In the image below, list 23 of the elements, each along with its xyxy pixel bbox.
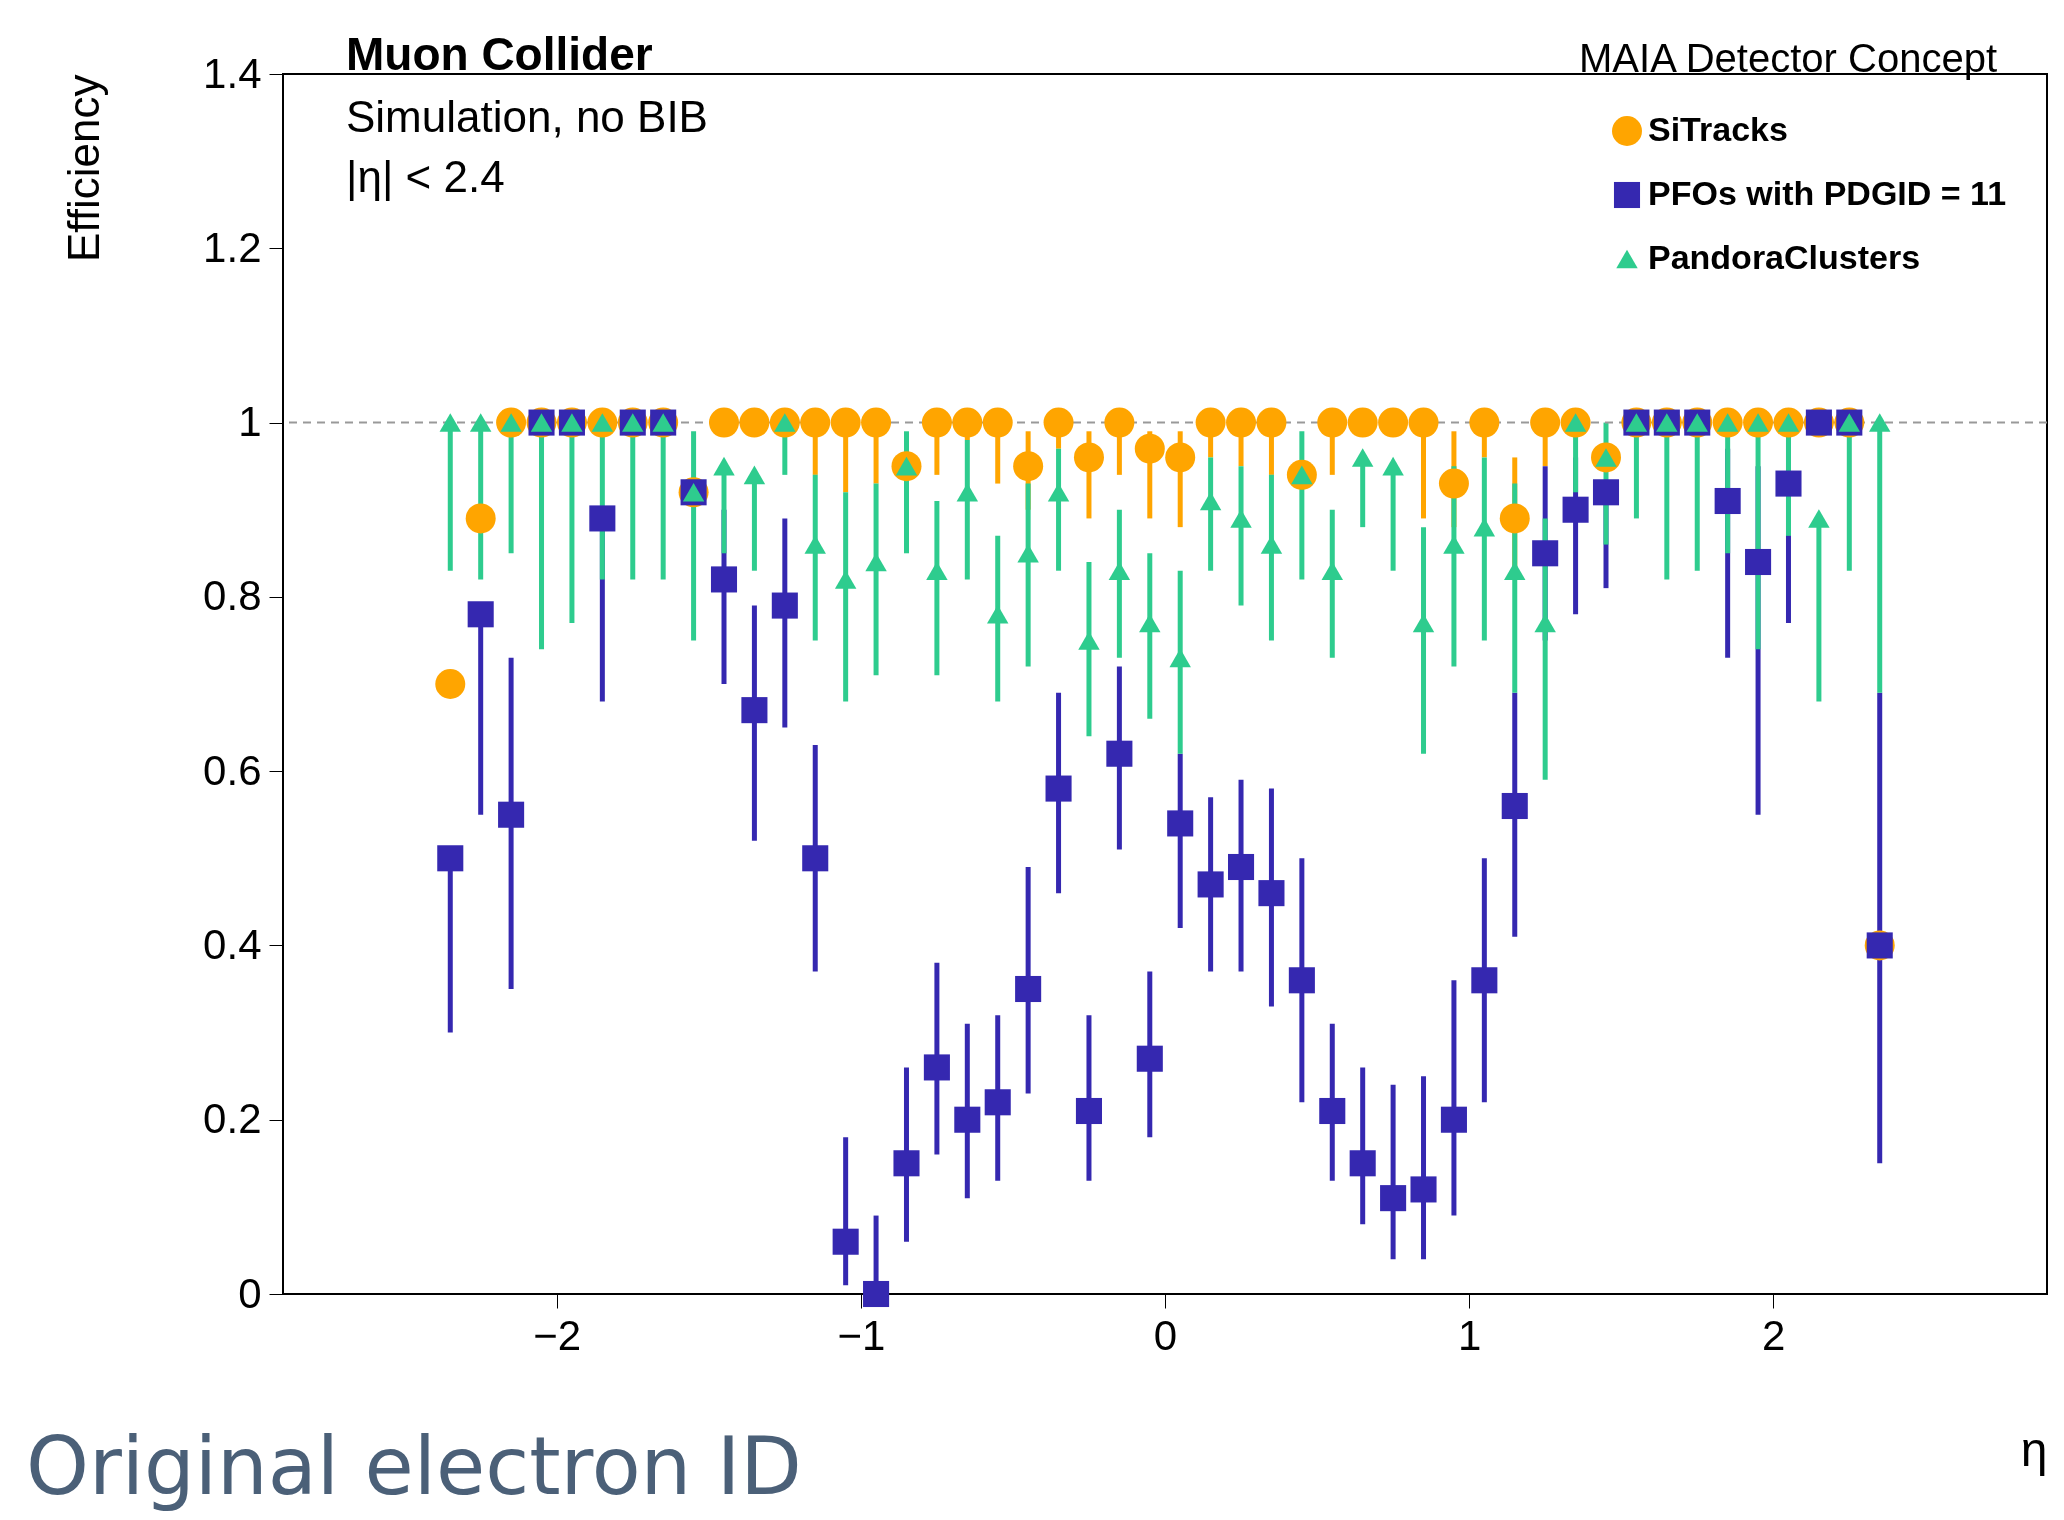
annotation: |η| < 2.4: [346, 152, 505, 201]
x-axis-title: η: [2020, 1422, 2048, 1476]
y-tick-label: 1: [238, 398, 262, 446]
legend-label: PandoraClusters: [1648, 238, 1921, 276]
y-tick-label: 0.6: [203, 746, 262, 794]
text: Original electron ID: [26, 1420, 802, 1513]
y-tick-label: 1.4: [203, 49, 262, 97]
y-tick-label: 1.2: [203, 223, 262, 271]
legend-label: PFOs with PDGID = 11: [1648, 174, 2007, 212]
chart-subtitle: Simulation, no BIB: [346, 92, 708, 141]
x-tick-label: 1: [1457, 1311, 1482, 1359]
y-axis-title: Efficiency: [59, 74, 109, 262]
annotation: MAIA Detector Concept: [1579, 36, 1997, 80]
y-tick-label: 0.2: [203, 1095, 262, 1143]
legend-label: SiTracks: [1648, 110, 1788, 148]
x-tick-label: 2: [1762, 1311, 1786, 1359]
x-tick-label: −2: [533, 1311, 582, 1359]
y-tick-label: 0.4: [203, 920, 262, 968]
x-tick-label: 0: [1153, 1311, 1178, 1359]
y-tick-label: 0.8: [203, 572, 262, 620]
y-tick-label: 0: [238, 1269, 262, 1317]
x-tick-label: −1: [837, 1311, 886, 1359]
chart-title: Muon Collider: [346, 28, 653, 80]
